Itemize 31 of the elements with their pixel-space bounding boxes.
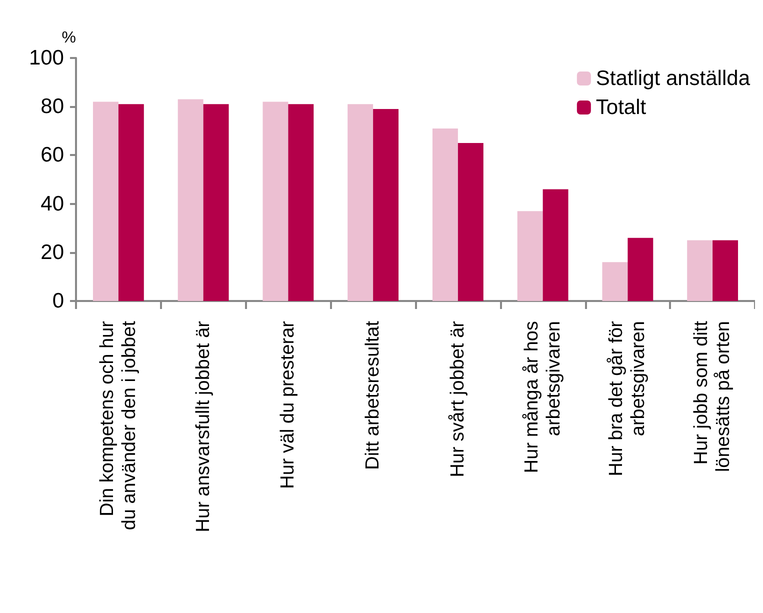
bar xyxy=(373,109,399,301)
x-tick-label: Ditt arbetsresultat xyxy=(362,320,384,470)
y-tick-label: 80 xyxy=(40,95,64,118)
y-tick-label: 40 xyxy=(40,192,64,216)
legend-label: Totalt xyxy=(596,96,646,119)
bar xyxy=(602,262,628,301)
bar xyxy=(712,240,738,301)
x-tick-label: Din kompetens och hur du använder den i jobbet xyxy=(96,320,140,530)
bar xyxy=(178,99,204,301)
bar xyxy=(687,240,713,301)
y-tick-label: 100 xyxy=(28,46,64,70)
bar xyxy=(517,211,543,301)
x-tick-label: Hur väl du presterar xyxy=(278,320,299,489)
bar xyxy=(203,104,229,301)
bar xyxy=(262,102,288,301)
y-axis-title: % xyxy=(62,30,76,46)
bar xyxy=(432,128,458,301)
bar xyxy=(542,189,568,301)
y-tick-label: 20 xyxy=(40,240,64,264)
bar xyxy=(628,238,654,301)
legend-label: Statligt anställda xyxy=(596,67,750,90)
bar xyxy=(348,104,374,301)
bar xyxy=(92,102,118,301)
y-tick-label: 60 xyxy=(40,144,64,167)
y-tick-label: 0 xyxy=(52,290,64,312)
bar xyxy=(458,143,484,301)
x-tick-label: Hur många år hos arbetsgivaren xyxy=(521,321,564,474)
bar xyxy=(288,104,314,301)
x-tick-label: Hur svårt jobbet är xyxy=(447,320,468,478)
bar xyxy=(118,104,144,301)
x-tick-label: Hur ansvarsfullt jobbet är xyxy=(192,320,214,532)
